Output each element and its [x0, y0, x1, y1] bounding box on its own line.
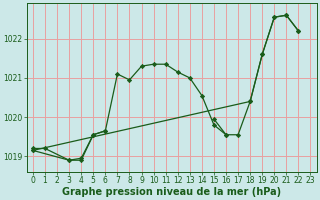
- X-axis label: Graphe pression niveau de la mer (hPa): Graphe pression niveau de la mer (hPa): [62, 187, 281, 197]
